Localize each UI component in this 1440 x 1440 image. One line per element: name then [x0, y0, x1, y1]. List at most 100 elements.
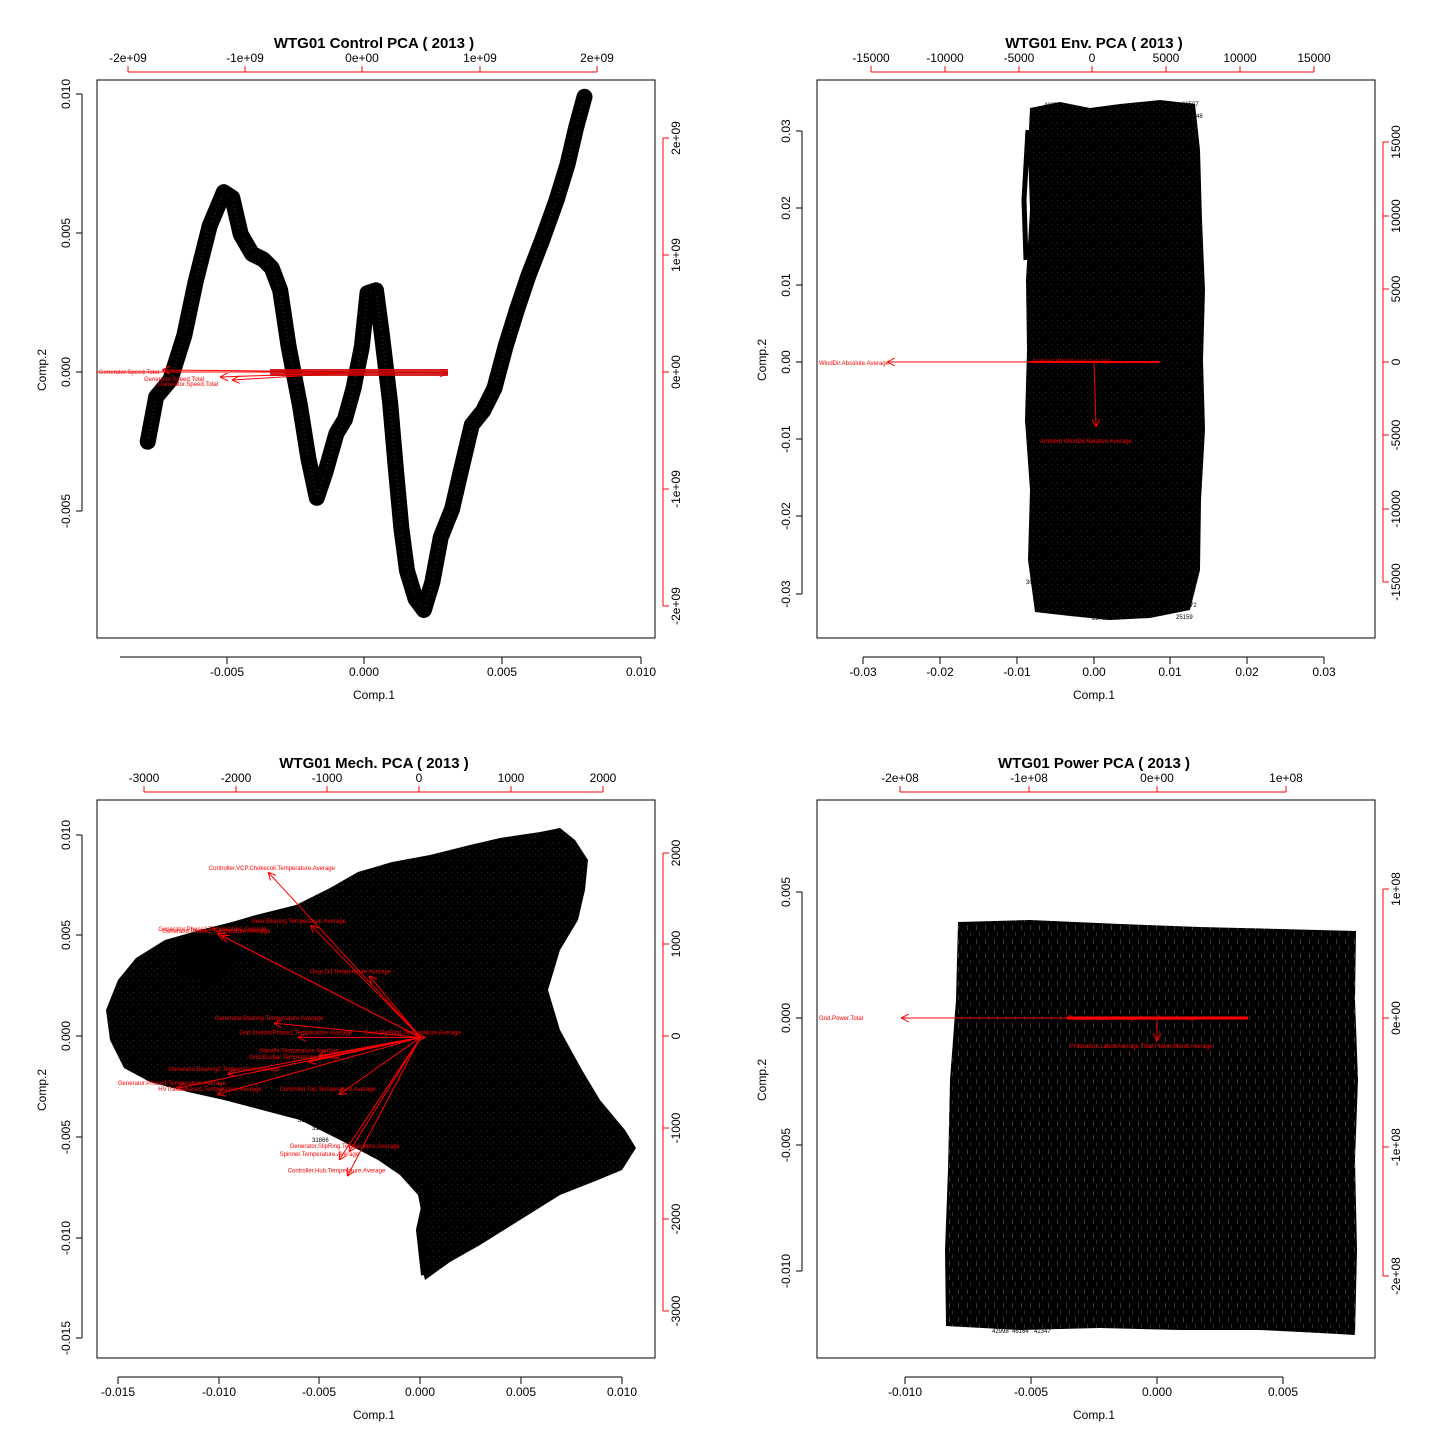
trace-point — [420, 607, 427, 613]
top-axis: -2e+09 -1e+09 0e+00 1e+09 2e+09 — [109, 51, 614, 73]
right-tick-label: -2e+08 — [1389, 1257, 1403, 1295]
x-tick-label: -0.015 — [101, 1385, 135, 1399]
x-tick-label: 0.000 — [1142, 1385, 1172, 1399]
top-tick-label: -1000 — [312, 771, 343, 785]
left-axis: 0.03 0.02 0.01 0.00 -0.01 -0.02 -0.03 — [779, 119, 803, 608]
y-axis-label: Comp.2 — [755, 1059, 769, 1101]
observation-cloud — [945, 920, 1358, 1335]
trace-point — [342, 416, 348, 423]
arrow-label: Grid.InverterPhase1.Temperature.Average — [239, 1030, 353, 1036]
y-tick-label: 0.000 — [779, 1003, 793, 1033]
arrow-label: Gear.Oil.Temperature.Average — [310, 970, 392, 976]
trace-point — [192, 278, 199, 285]
top-tick-label: 2000 — [590, 771, 617, 785]
arrow-label: Generator.Phase1.Temperature.Average — [162, 929, 271, 935]
right-tick-label: -1e+08 — [1389, 1128, 1403, 1166]
y-tick-label: 0.000 — [59, 1021, 73, 1051]
right-tick-label: 1000 — [669, 930, 683, 957]
arrow-label: Generator.SlipRing.Temperature.Average — [290, 1144, 401, 1150]
arrow-label: Generator.Speed.Total — [144, 377, 204, 383]
arrow-label: Generator.Phase2.Temperature.Average — [158, 927, 267, 933]
y-tick-label: -0.005 — [779, 1128, 793, 1162]
right-tick-label: 1e+09 — [669, 238, 683, 272]
arrow-label: Generator.Speed.Total — [158, 382, 218, 388]
trace-point — [468, 421, 475, 428]
right-tick-label: -5000 — [1389, 419, 1403, 450]
plot-frame — [96, 799, 656, 1359]
trace-point — [285, 343, 292, 350]
top-tick-label: -2e+09 — [109, 51, 147, 65]
bottom-axis: -0.03 -0.02 -0.01 0.00 0.01 0.02 0.03 — [849, 656, 1336, 679]
top-axis: -15000 -10000 -5000 0 5000 10000 15000 — [852, 51, 1331, 73]
right-tick-label: -1e+09 — [669, 470, 683, 508]
top-tick-label: 15000 — [1297, 51, 1331, 65]
y-tick-label: -0.03 — [779, 580, 793, 608]
trace-point — [378, 329, 385, 336]
left-axis: 0.010 0.005 0.000 -0.005 — [59, 79, 83, 528]
obs-label: 26507 — [1182, 102, 1199, 108]
y-tick-label: -0.015 — [59, 1321, 73, 1355]
x-tick-label: 0.01 — [1158, 665, 1182, 679]
trace-point — [573, 124, 580, 131]
left-axis: 0.005 0.000 -0.005 -0.010 — [779, 877, 803, 1288]
loading-arrow — [311, 926, 421, 1038]
x-tick-label: 0.005 — [487, 665, 517, 679]
x-tick-label: 0.010 — [607, 1385, 637, 1399]
arrow-label: Gear.Bearing.Temperature.Average — [251, 919, 346, 925]
arrow-label: Ambient.WindDir.Relative.Average — [1040, 439, 1133, 445]
trace-point — [392, 464, 399, 470]
trace-point — [305, 455, 312, 462]
trace-point — [480, 407, 487, 414]
env-pca-panel: WTG01 Env. PCA ( 2013 ) Comp.1 Comp.2 -0… — [755, 35, 1403, 702]
x-axis-label: Comp.1 — [1073, 1408, 1115, 1422]
observation-labels: 40254 26507 24048 10997 25943 22634 3058… — [1026, 102, 1203, 622]
x-tick-label: 0.010 — [626, 665, 656, 679]
obs-label: 10997 — [1048, 153, 1065, 159]
right-tick-label: -2e+09 — [669, 587, 683, 625]
x-axis-label: Comp.1 — [353, 1408, 395, 1422]
y-axis-label: Comp.2 — [35, 349, 49, 391]
top-tick-label: -2e+08 — [881, 771, 919, 785]
x-tick-label: -0.02 — [926, 665, 954, 679]
top-tick-label: 1e+08 — [1269, 771, 1303, 785]
trace-point — [333, 430, 340, 437]
top-tick-label: 0e+00 — [345, 51, 379, 65]
y-axis-label: Comp.2 — [35, 1069, 49, 1111]
trace-point — [449, 506, 456, 512]
arrow-label: Nacelle.Temperature.Average — [259, 1049, 339, 1055]
y-axis-label: Comp.2 — [755, 339, 769, 381]
arrow-label: Controller.Top.Temperature.Average — [280, 1087, 377, 1093]
right-axis: 2e+09 1e+09 0e+00 -1e+09 -2e+09 — [662, 121, 683, 625]
trace-point — [268, 264, 275, 271]
y-tick-label: -0.005 — [59, 494, 73, 528]
y-tick-label: 0.000 — [59, 357, 73, 387]
loading-arrows: Controller.VCP.Chokecoil.Temperature.Ave… — [118, 866, 461, 1175]
right-tick-label: -15000 — [1389, 563, 1403, 601]
arrow-label: Generator.Phase3.Temperature.Average — [118, 1081, 227, 1087]
x-tick-label: 0.02 — [1235, 665, 1259, 679]
loading-arrow — [275, 1023, 421, 1038]
obs-label: 24048 — [1186, 114, 1203, 120]
trace-point — [277, 287, 284, 294]
right-tick-label: 5000 — [1389, 275, 1403, 302]
x-tick-label: -0.03 — [849, 665, 877, 679]
top-axis: -2e+08 -1e+08 0e+00 1e+08 — [881, 771, 1303, 793]
y-tick-label: 0.010 — [59, 820, 73, 850]
trace-point — [491, 385, 498, 392]
obs-label: 25760 — [1092, 616, 1109, 622]
chart-title: WTG01 Env. PCA ( 2013 ) — [1005, 35, 1183, 52]
trace-point — [539, 236, 546, 243]
top-tick-label: -1e+08 — [1010, 771, 1048, 785]
trace-band — [139, 88, 593, 618]
y-tick-label: 0.005 — [59, 920, 73, 950]
obs-label: 42272 — [1180, 603, 1197, 609]
top-tick-label: -3000 — [129, 771, 160, 785]
power-pca-panel: WTG01 Power PCA ( 2013 ) Comp.1 Comp.2 -… — [755, 755, 1403, 1422]
y-tick-label: 0.00 — [779, 350, 793, 374]
right-tick-label: 0e+00 — [669, 355, 683, 389]
observation-labels: 31791 31866 31702 — [298, 1118, 329, 1144]
right-tick-label: 1e+08 — [1389, 872, 1403, 906]
obs-label: 31702 — [298, 1118, 315, 1124]
x-tick-label: 0.005 — [1268, 1385, 1298, 1399]
